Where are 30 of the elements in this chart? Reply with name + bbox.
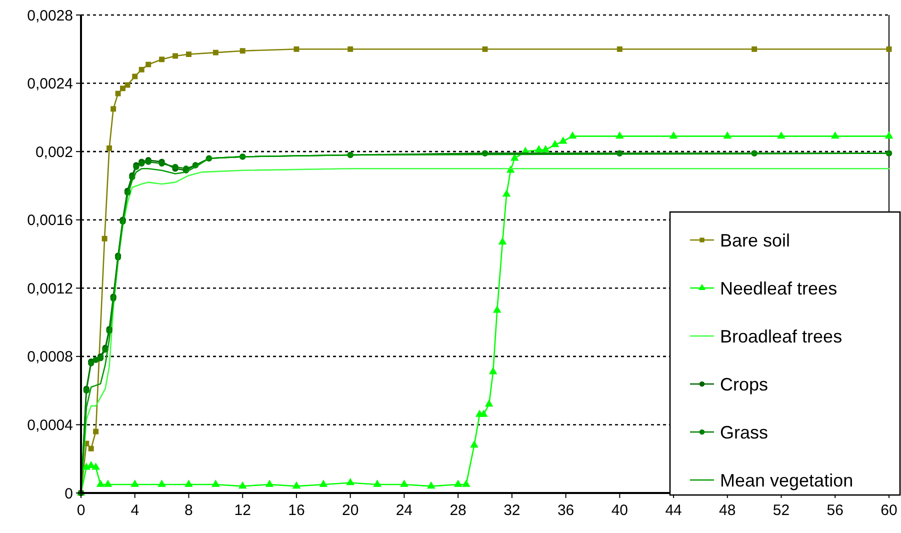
y-tick-label: 0,0004 — [27, 416, 73, 434]
x-tick-label: 20 — [342, 502, 359, 519]
x-tick-label: 48 — [719, 502, 736, 519]
legend-label: Mean vegetation — [720, 470, 854, 490]
x-tick-label: 36 — [557, 502, 574, 519]
x-tick-label: 40 — [611, 502, 628, 519]
legend-label: Crops — [720, 374, 768, 394]
x-tick-label: 32 — [504, 502, 520, 519]
legend-label: Broadleaf trees — [720, 326, 842, 346]
x-tick-label: 24 — [396, 502, 413, 519]
x-tick-label: 44 — [665, 502, 682, 519]
x-tick-label: 60 — [880, 502, 898, 519]
y-tick-label: 0,0024 — [27, 76, 73, 93]
legend-label: Bare soil — [720, 230, 790, 250]
x-tick-label: 28 — [450, 502, 466, 519]
legend-label: Needleaf trees — [720, 278, 838, 298]
y-tick-label: 0 — [64, 485, 73, 502]
x-tick-label: 4 — [130, 502, 140, 519]
y-tick-label: 0,0028 — [27, 7, 73, 24]
y-tick-label: 0,002 — [35, 144, 73, 161]
x-tick-label: 8 — [184, 502, 193, 519]
y-tick-label: 0,0016 — [27, 212, 73, 230]
x-tick-label: 56 — [826, 502, 844, 519]
x-tick-label: 52 — [772, 502, 790, 519]
x-tick-label: 16 — [288, 502, 305, 519]
y-tick-label: 0,0012 — [27, 280, 73, 298]
x-tick-label: 12 — [234, 502, 251, 519]
y-tick-label: 0,0008 — [27, 348, 73, 366]
x-tick-label: 0 — [76, 502, 86, 519]
legend-label: Grass — [720, 422, 768, 442]
